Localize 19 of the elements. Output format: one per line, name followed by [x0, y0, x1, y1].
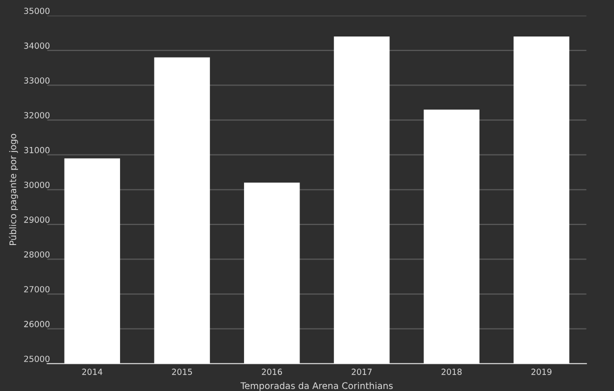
y-tick-label: 29000	[24, 216, 50, 223]
y-tick-label: 32000	[24, 112, 50, 118]
x-tick-label: 2019	[531, 368, 552, 375]
y-tick-label: 31000	[24, 146, 50, 154]
y-tick-label: 26000	[24, 320, 50, 328]
y-tick-label: 34000	[24, 42, 50, 49]
x-tick-label: 2018	[442, 368, 462, 375]
x-tick-label: 2014	[82, 368, 102, 375]
y-tick-label: 28000	[24, 251, 50, 258]
y-axis-title: Público pagante por jogo	[8, 134, 18, 245]
y-tick-label: 30000	[24, 182, 50, 188]
y-tick-label: 35000	[24, 8, 50, 14]
x-tick-label: 2016	[262, 368, 282, 375]
x-tick-label: 2017	[352, 368, 372, 375]
x-axis-title: Temporadas da Arena Corinthians	[240, 382, 393, 391]
y-tick-label: 33000	[24, 77, 50, 84]
x-tick-label: 2015	[172, 368, 192, 375]
y-tick-label: 25000	[24, 356, 50, 362]
y-tick-label: 27000	[24, 286, 50, 292]
